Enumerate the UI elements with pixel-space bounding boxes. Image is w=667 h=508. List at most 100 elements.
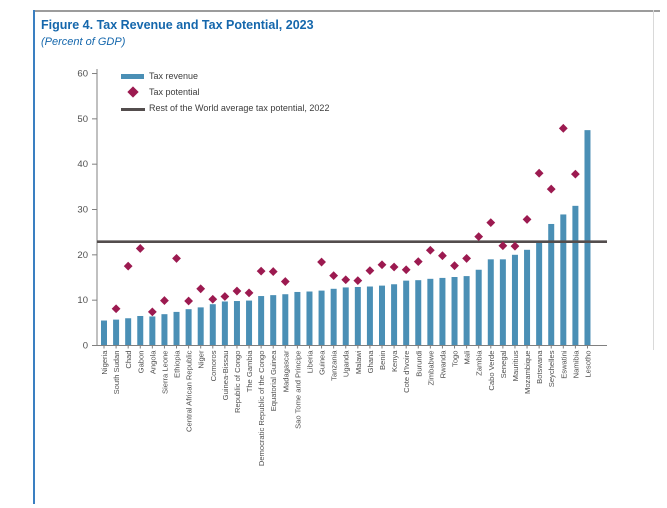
diamond-guinea-bissau [220, 292, 230, 301]
bar-sierra-leone [161, 314, 168, 345]
x-label-angola: Angola [148, 350, 157, 374]
bar-democratic-republic-of-the-congo [258, 296, 265, 345]
bar-lesotho [584, 130, 591, 345]
x-label-republic-of-congo: Republic of Congo [233, 351, 242, 413]
x-label-lesotho: Lesotho [583, 351, 592, 378]
x-label-chad: Chad [124, 351, 133, 369]
bar-malawi [354, 286, 361, 345]
legend-label-tax-revenue: Tax revenue [149, 71, 199, 81]
x-label-ghana: Ghana [366, 350, 375, 374]
bar-benin [379, 285, 386, 345]
x-label-ethiopia: Ethiopia [173, 350, 182, 378]
diamond-senegal [498, 241, 508, 251]
diamond-burundi [413, 257, 423, 266]
x-label-mozambique: Mozambique [523, 351, 532, 394]
diamond-eswatini [558, 123, 568, 133]
x-label-tanzania: Tanzania [330, 350, 339, 381]
diamond-niger [196, 284, 206, 294]
bar-zambia [475, 269, 482, 345]
diamond-the-gambia [244, 288, 254, 298]
x-label-madagascar: Madagascar [281, 350, 290, 392]
x-label-guinea-bissau: Guinea-Bissau [221, 351, 230, 401]
bar-seychelles [548, 223, 555, 345]
x-label-togo: Togo [451, 351, 460, 367]
bar-republic-of-congo [233, 301, 240, 345]
y-tick-label-30: 30 [77, 205, 88, 216]
bar-comoros [209, 304, 216, 345]
diamond-chad [123, 261, 133, 271]
x-label-benin: Benin [378, 351, 387, 370]
diamond-seychelles [546, 184, 556, 194]
x-label-seychelles: Seychelles [547, 350, 556, 387]
x-label-comoros: Comoros [209, 350, 218, 381]
diamond-guinea [317, 257, 326, 267]
x-label-uganda: Uganda [342, 350, 351, 377]
bar-angola [149, 316, 156, 345]
bar-burundi [415, 280, 422, 345]
diamond-madagascar [280, 277, 290, 286]
diamond-ghana [365, 266, 375, 276]
bar-central-african-republic [185, 309, 192, 345]
bar-niger [197, 307, 204, 345]
diamond-rwanda [438, 251, 447, 261]
diamond-mauritius [510, 241, 520, 251]
x-label-equatorial-guinea: Equatorial Guinea [269, 350, 278, 412]
diamond-angola [147, 307, 157, 317]
diamond-zimbabwe [425, 245, 435, 255]
x-label-rwanda: Rwanda [438, 350, 447, 379]
bar-eswatini [560, 214, 567, 345]
x-label-zambia: Zambia [475, 350, 484, 376]
diamond-equatorial-guinea [268, 267, 278, 276]
bar-tanzania [330, 288, 337, 345]
diamond-zambia [474, 232, 484, 242]
x-label-namibia: Namibia [571, 350, 580, 379]
bar-mozambique [524, 249, 531, 345]
x-label-kenya: Kenya [390, 350, 399, 372]
figure-title: Figure 4. Tax Revenue and Tax Potential,… [41, 18, 314, 32]
bar-botswana [536, 242, 543, 345]
top-divider [35, 10, 660, 12]
bar-mauritius [511, 254, 518, 345]
y-tick-label-20: 20 [77, 250, 88, 261]
bar-chad [125, 318, 132, 345]
x-label-the-gambia: The Gambia [245, 350, 254, 393]
diamond-south-sudan [111, 304, 121, 314]
x-label-niger: Niger [197, 350, 206, 369]
x-label-south-sudan: South Sudan [112, 351, 121, 395]
x-label-central-african-republic: Central African Republic [185, 350, 194, 432]
bar-namibia [572, 205, 579, 345]
bar-nigeria [101, 320, 107, 345]
bar-guinea-bissau [221, 301, 228, 345]
x-label-mali: Mali [463, 350, 472, 364]
legend-label-tax-potential: Tax potential [149, 87, 200, 97]
bar-madagascar [282, 294, 289, 345]
bar-zimbabwe [427, 278, 434, 345]
x-label-eswatini: Eswatini [559, 350, 568, 379]
x-label-botswana: Botswana [535, 350, 544, 384]
diamond-democratic-republic-of-the-congo [256, 266, 266, 276]
bar-sao-tome-and-principe [294, 291, 301, 345]
bar-ethiopia [173, 311, 180, 345]
x-label-mauritius: Mauritius [511, 350, 520, 381]
diamond-cabo-verde [486, 218, 496, 228]
diamond-uganda [341, 275, 351, 285]
diamond-kenya [389, 262, 399, 272]
y-tick-label-50: 50 [77, 114, 88, 125]
y-tick-label-40: 40 [77, 159, 88, 170]
y-tick-label-10: 10 [77, 295, 88, 306]
bar-senegal [499, 259, 506, 345]
y-tick-label-60: 60 [77, 69, 88, 80]
bar-the-gambia [246, 300, 253, 345]
x-label-sierra-leone: Sierra Leone [160, 351, 169, 394]
diamond-comoros [208, 294, 218, 304]
x-label-zimbabwe: Zimbabwe [426, 351, 435, 386]
bar-gabon [137, 315, 144, 345]
bar-uganda [342, 287, 349, 345]
diamond-central-african-republic [184, 296, 194, 306]
reference-line-swatch-icon [121, 108, 145, 111]
left-accent-rule [33, 10, 35, 504]
x-label-sao-tome-and-principe: Sao Tome and Principe [293, 351, 302, 429]
bar-liberia [306, 291, 313, 345]
diamond-sierra-leone [160, 296, 169, 305]
diamond-togo [450, 261, 459, 271]
